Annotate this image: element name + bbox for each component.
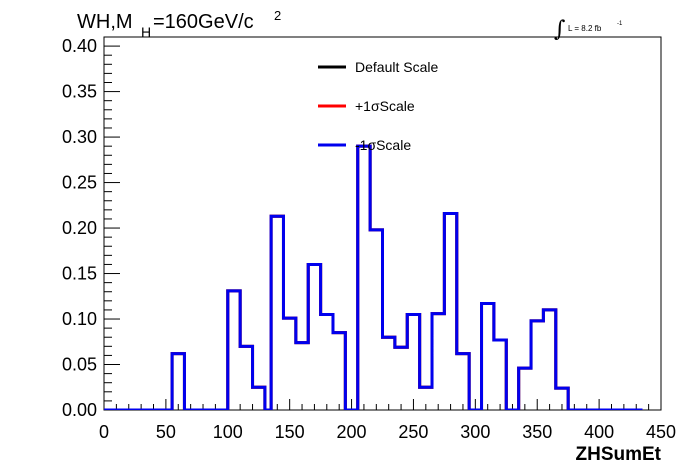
y-tick-label: 0.20 <box>62 218 97 238</box>
x-tick-label: 200 <box>337 422 367 442</box>
x-axis-title: ZHSumEt <box>576 444 662 465</box>
y-tick-label: 0.35 <box>62 82 97 102</box>
legend-label-2: +1σScale <box>355 98 415 114</box>
x-tick-label: 300 <box>460 422 490 442</box>
x-tick-labels: 0 50 100 150 200 250 300 350 400 450 <box>99 422 676 442</box>
lumi-integral-sign: ∫ <box>554 17 566 42</box>
x-tick-label: 450 <box>646 422 676 442</box>
legend-label-1: Default Scale <box>355 59 438 75</box>
series-line-3 <box>104 144 643 410</box>
y-tick-label: 0.40 <box>62 36 97 56</box>
y-tick-label: 0.15 <box>62 264 97 284</box>
y-tick-label: 0.30 <box>62 127 97 147</box>
x-tick-label: 350 <box>522 422 552 442</box>
y-tick-labels: 0.00 0.05 0.10 0.15 0.20 0.25 0.30 0.35 0.40 <box>62 36 97 420</box>
lumi-label: L = 8.2 fb <box>568 24 602 33</box>
chart-title-superscript: 2 <box>274 8 281 23</box>
y-tick-label: 0.05 <box>62 355 97 375</box>
chart-title-value: =160GeV/c <box>153 11 254 33</box>
x-tick-label: 150 <box>275 422 305 442</box>
legend: Default Scale +1σScale -1σScale <box>318 59 438 153</box>
x-tick-label: 0 <box>99 422 109 442</box>
series-lines <box>104 144 643 410</box>
plot-frame <box>103 36 662 411</box>
chart-title-subscript: H <box>141 24 151 40</box>
x-tick-label: 100 <box>213 422 243 442</box>
x-tick-label: 400 <box>584 422 614 442</box>
x-tick-label: 250 <box>398 422 428 442</box>
y-tick-label: 0.10 <box>62 309 97 329</box>
y-tick-label: 0.25 <box>62 173 97 193</box>
y-tick-label: 0.00 <box>62 400 97 420</box>
x-tick-label: 50 <box>156 422 176 442</box>
lumi-exponent: -1 <box>617 21 623 27</box>
legend-label-3: -1σScale <box>355 137 411 153</box>
chart-title: WH,M <box>77 11 133 33</box>
